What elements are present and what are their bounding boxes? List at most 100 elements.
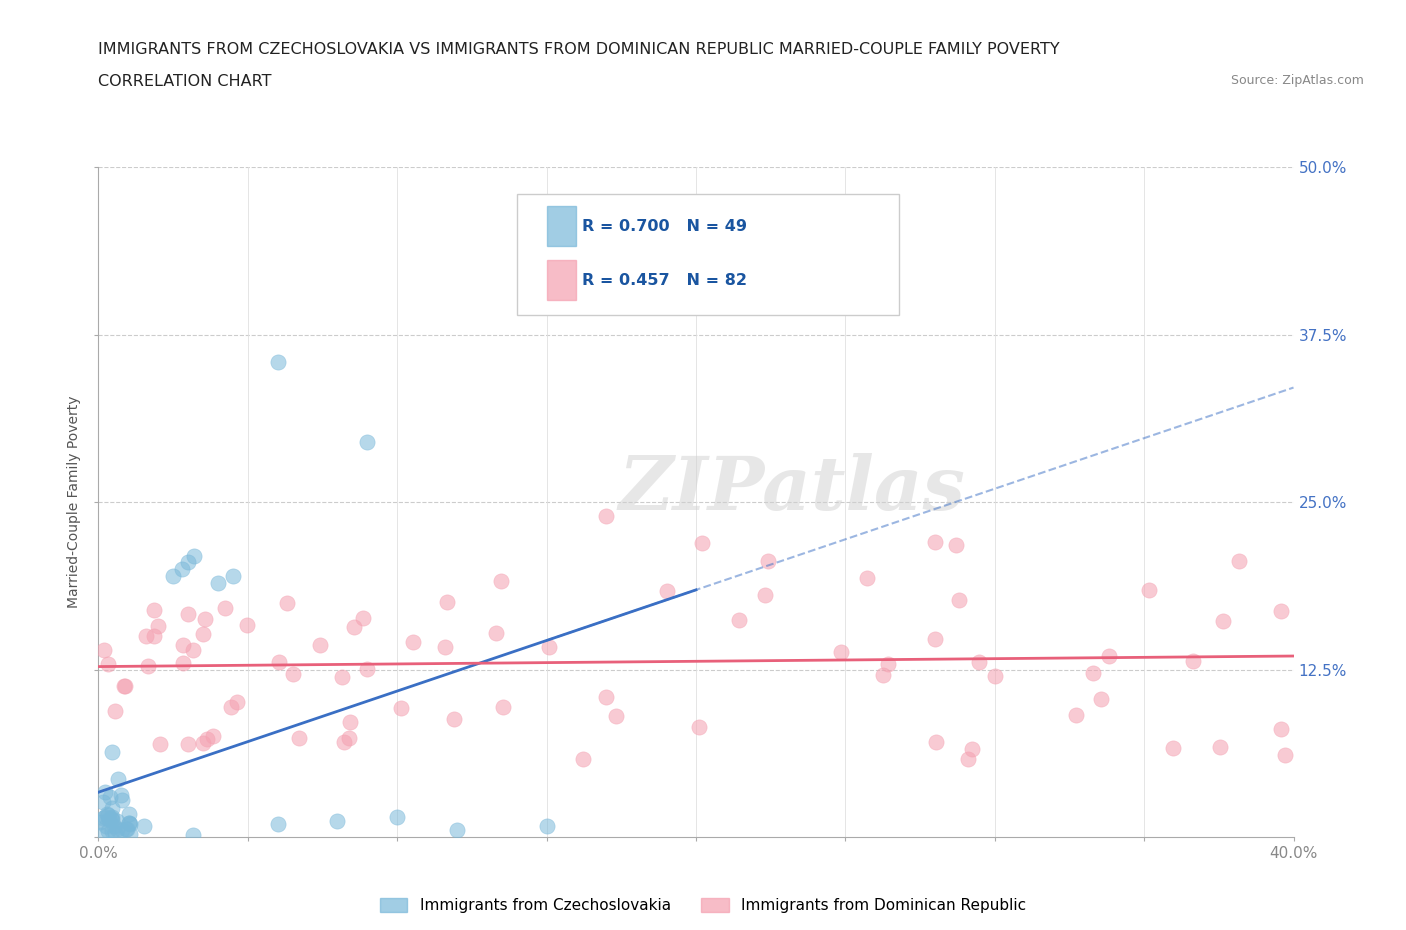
Point bbox=[148, 618, 170, 633]
Point bbox=[595, 508, 617, 523]
Point bbox=[489, 574, 512, 589]
Point bbox=[960, 742, 983, 757]
Point bbox=[352, 611, 374, 626]
Point bbox=[537, 639, 560, 654]
Point bbox=[103, 818, 125, 833]
Point bbox=[1182, 653, 1205, 668]
Point bbox=[118, 816, 141, 830]
Point bbox=[104, 703, 127, 718]
Point bbox=[136, 658, 159, 673]
Point bbox=[194, 611, 217, 626]
Point bbox=[107, 772, 129, 787]
Point bbox=[91, 794, 114, 809]
Point bbox=[957, 751, 980, 766]
Point bbox=[446, 823, 468, 838]
Point bbox=[177, 555, 200, 570]
Point bbox=[118, 817, 141, 831]
Point bbox=[96, 818, 118, 833]
Point bbox=[100, 813, 122, 828]
Point bbox=[326, 814, 349, 829]
Point bbox=[276, 595, 298, 610]
Point bbox=[112, 679, 135, 694]
Text: R = 0.700   N = 49: R = 0.700 N = 49 bbox=[582, 219, 747, 233]
Point bbox=[1098, 648, 1121, 663]
Point bbox=[402, 634, 425, 649]
Point bbox=[1163, 741, 1185, 756]
Point bbox=[436, 594, 458, 609]
Point bbox=[96, 807, 118, 822]
Point bbox=[356, 434, 378, 449]
Point bbox=[111, 792, 134, 807]
Point bbox=[114, 679, 136, 694]
Point bbox=[754, 588, 776, 603]
Point bbox=[142, 603, 165, 618]
Point bbox=[1270, 722, 1292, 737]
Point bbox=[97, 807, 120, 822]
Point bbox=[1270, 604, 1292, 618]
Point bbox=[385, 809, 409, 824]
Text: Source: ZipAtlas.com: Source: ZipAtlas.com bbox=[1230, 74, 1364, 87]
Point bbox=[1081, 666, 1104, 681]
Point bbox=[308, 638, 330, 653]
Point bbox=[925, 735, 948, 750]
Point bbox=[1137, 582, 1160, 597]
Text: R = 0.457   N = 82: R = 0.457 N = 82 bbox=[582, 272, 747, 288]
Point bbox=[924, 632, 946, 647]
Point bbox=[984, 669, 1007, 684]
Point bbox=[595, 689, 617, 704]
Point bbox=[214, 600, 236, 615]
Legend: Immigrants from Czechoslovakia, Immigrants from Dominican Republic: Immigrants from Czechoslovakia, Immigran… bbox=[380, 898, 1026, 913]
Point bbox=[183, 549, 205, 564]
Text: IMMIGRANTS FROM CZECHOSLOVAKIA VS IMMIGRANTS FROM DOMINICAN REPUBLIC MARRIED-COU: IMMIGRANTS FROM CZECHOSLOVAKIA VS IMMIGR… bbox=[98, 42, 1060, 57]
Point bbox=[267, 354, 290, 369]
Point bbox=[434, 640, 457, 655]
Point bbox=[728, 612, 751, 627]
Point bbox=[97, 824, 120, 839]
Point bbox=[1209, 739, 1232, 754]
Point bbox=[101, 744, 124, 759]
Point bbox=[967, 655, 990, 670]
Point bbox=[172, 656, 194, 671]
Point bbox=[1229, 553, 1251, 568]
Point bbox=[135, 629, 157, 644]
Point bbox=[443, 711, 465, 726]
Point bbox=[142, 629, 165, 644]
Point bbox=[605, 709, 627, 724]
Point bbox=[118, 806, 141, 821]
Point bbox=[105, 814, 128, 829]
Point bbox=[343, 619, 366, 634]
Point bbox=[181, 643, 204, 658]
Point bbox=[281, 666, 304, 681]
Point bbox=[93, 643, 115, 658]
Point bbox=[222, 568, 245, 583]
Point bbox=[98, 790, 121, 804]
Point bbox=[115, 822, 138, 837]
Point bbox=[89, 815, 111, 830]
Point bbox=[177, 736, 200, 751]
Point bbox=[872, 668, 894, 683]
Point bbox=[101, 824, 124, 839]
Point bbox=[1274, 748, 1296, 763]
Point bbox=[101, 801, 124, 816]
Point bbox=[97, 657, 120, 671]
Point bbox=[830, 644, 852, 659]
Point bbox=[756, 554, 779, 569]
Point bbox=[332, 670, 354, 684]
Point bbox=[877, 657, 900, 671]
Point bbox=[1090, 691, 1112, 706]
Point bbox=[339, 714, 361, 729]
Point bbox=[269, 655, 291, 670]
FancyBboxPatch shape bbox=[517, 194, 900, 314]
Point bbox=[236, 618, 259, 632]
Point bbox=[195, 731, 218, 746]
Point bbox=[945, 538, 967, 552]
Point bbox=[688, 720, 710, 735]
Point bbox=[267, 817, 290, 831]
Point bbox=[202, 728, 225, 743]
Point bbox=[110, 788, 132, 803]
Point bbox=[132, 818, 155, 833]
Point bbox=[855, 570, 877, 585]
Point bbox=[177, 606, 200, 621]
Point bbox=[207, 575, 229, 590]
Y-axis label: Married-Couple Family Poverty: Married-Couple Family Poverty bbox=[67, 396, 82, 608]
